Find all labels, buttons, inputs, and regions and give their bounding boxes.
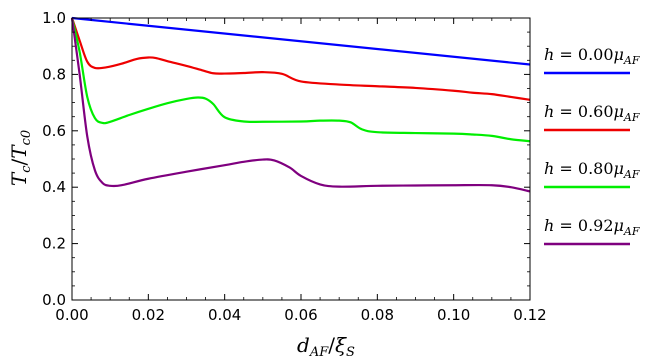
series-line-0 — [71, 16, 531, 66]
legend-layer: h = 0.00μAF h = 0.60μAF h = 0.80μAF h = 0.9… — [544, 45, 640, 246]
y-tick-label: 0.2 — [42, 235, 66, 253]
x-axis-label: dAF/ξS — [297, 333, 355, 358]
y-tick-label: 0.0 — [42, 291, 66, 309]
y-tick-label: 0.4 — [42, 178, 66, 196]
x-tick-label: 0.08 — [361, 306, 394, 324]
x-tick-label: 0.10 — [437, 306, 470, 324]
x-tick-label: 0.04 — [208, 306, 241, 324]
x-tick-label: 0.02 — [132, 306, 165, 324]
legend-label-1: h = 0.60μAF — [544, 102, 640, 124]
x-tick-label: 0.00 — [55, 306, 88, 324]
series-layer — [70, 16, 531, 193]
plot-frame — [71, 17, 531, 301]
axes-layer — [71, 17, 531, 301]
ticks-layer: 0.00 0.02 0.04 0.06 0.08 0.10 0.12 0.0 0.2 0.4 0.6… — [42, 9, 547, 324]
y-tick-label: 0.8 — [42, 65, 66, 83]
y-tick-label: 1.0 — [42, 9, 66, 27]
y-axis-label: Tc/Tc0 — [7, 130, 34, 186]
legend-label-0: h = 0.00μAF — [544, 45, 640, 67]
series-line-2 — [70, 17, 531, 143]
y-tick-label: 0.6 — [42, 122, 66, 140]
legend-label-3: h = 0.92μAF — [544, 216, 640, 238]
series-line-3 — [70, 17, 531, 193]
x-tick-label: 0.12 — [513, 306, 546, 324]
x-tick-label: 0.06 — [284, 306, 317, 324]
series-line-1 — [70, 17, 531, 101]
legend-label-2: h = 0.80μAF — [544, 159, 640, 181]
